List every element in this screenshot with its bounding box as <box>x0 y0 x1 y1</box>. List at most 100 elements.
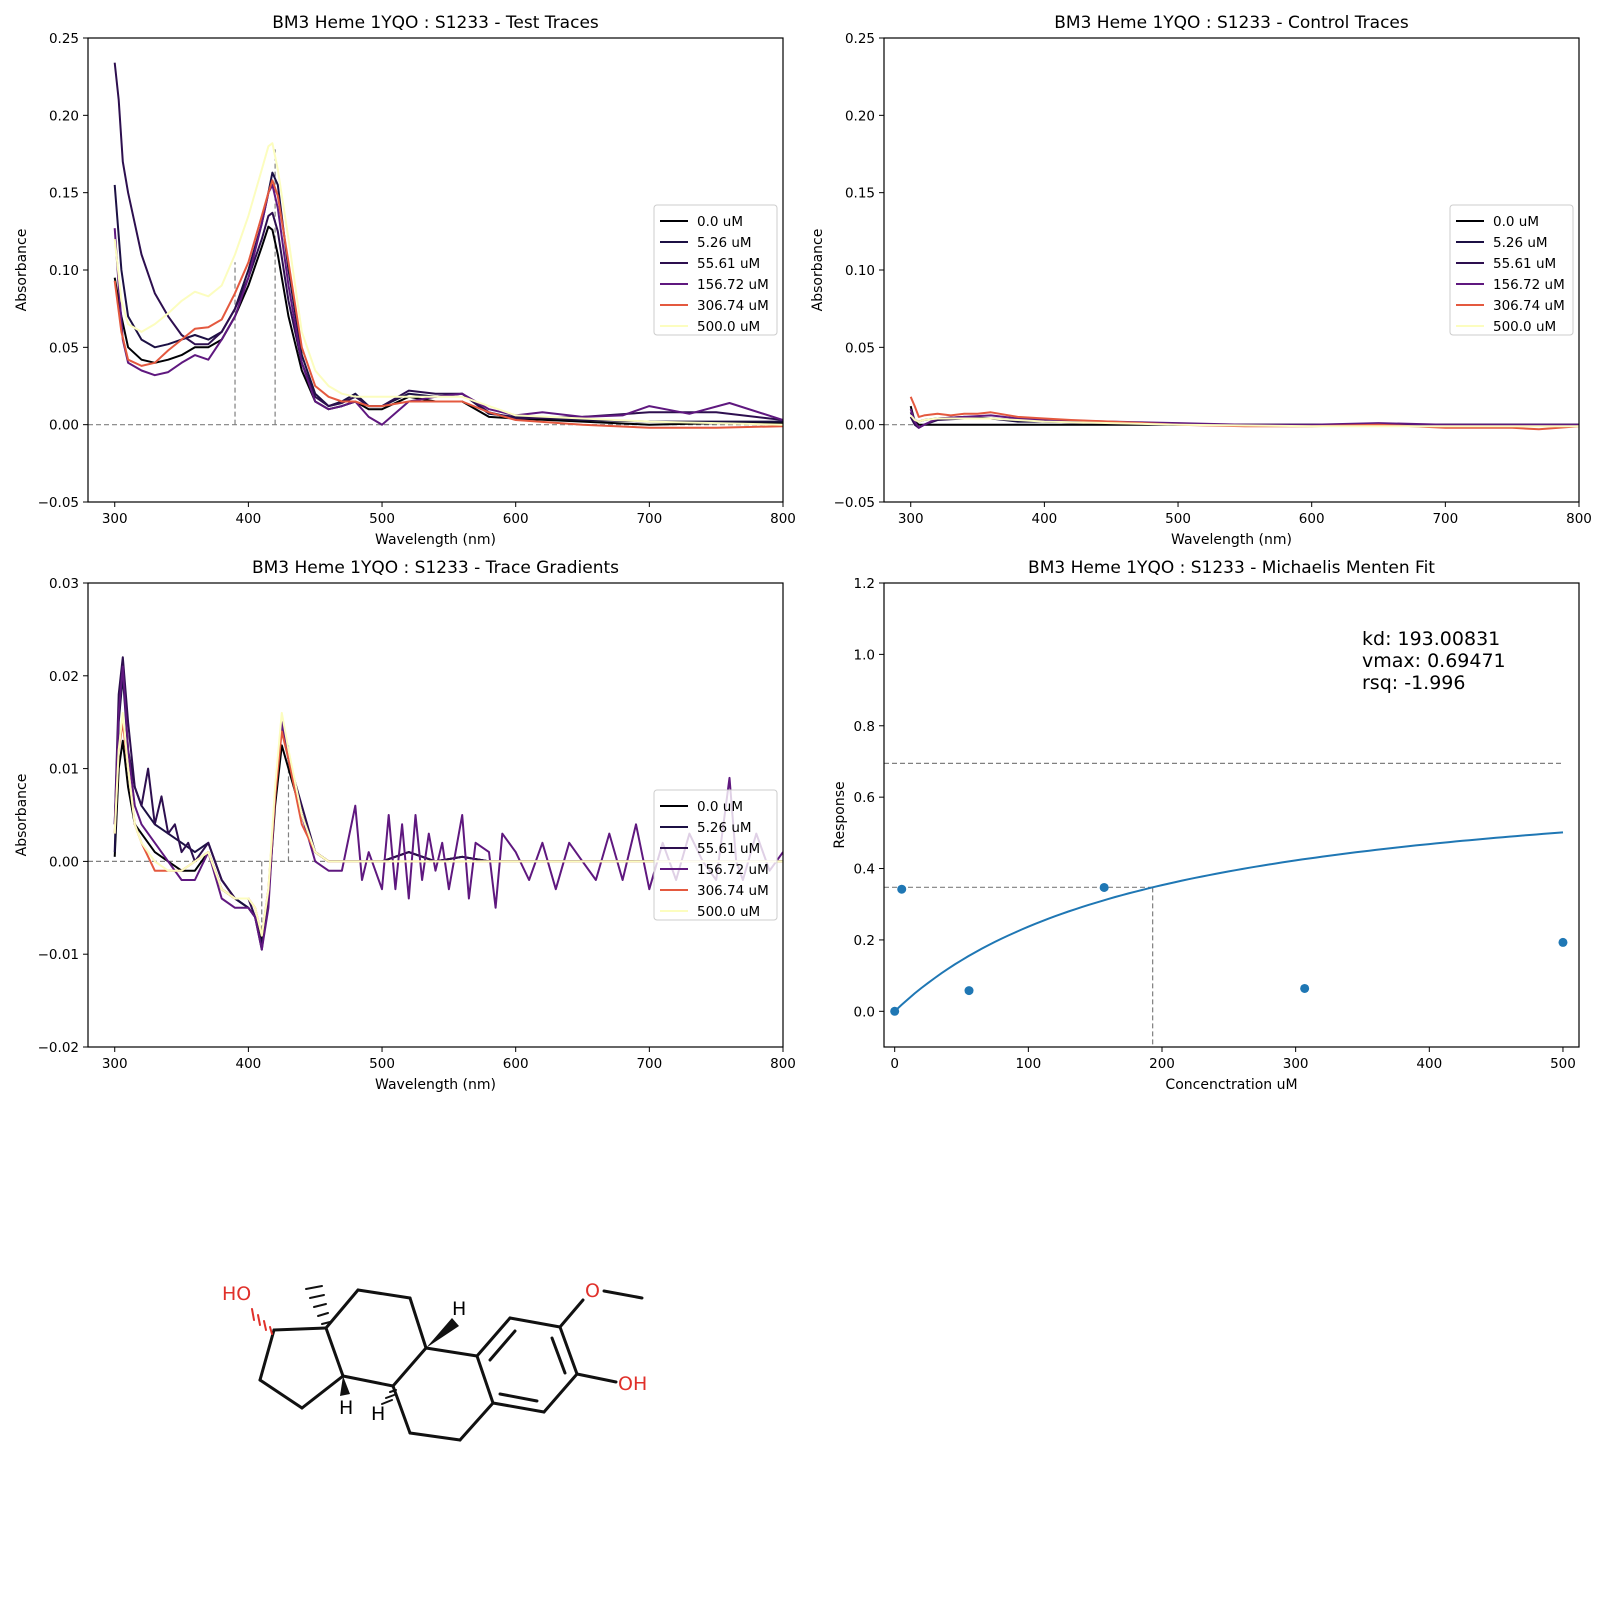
mm-data-point-2 <box>964 986 974 996</box>
gradients-title: BM3 Heme 1YQO : S1233 - Trace Gradients <box>252 558 619 578</box>
control-y-tick-label: −0.05 <box>834 495 875 511</box>
gradients-x-tick-label: 600 <box>503 1056 529 1072</box>
mm-y-tick-label: 0.6 <box>854 790 875 806</box>
control-y-tick-label: 0.15 <box>845 186 875 202</box>
control-legend: 0.0 uM 5.26 uM 55.61 uM 156.72 uM 306.74 uM 5… <box>1449 204 1574 336</box>
control-legend-box <box>1449 204 1574 336</box>
control-plot-area <box>884 396 1579 431</box>
h-label-c8: H <box>452 1298 466 1320</box>
mm-data-point-4 <box>1300 983 1310 993</box>
control-legend-label-2: 55.61 uM <box>1493 256 1556 272</box>
mm-y-tick-label: 0.4 <box>854 862 875 878</box>
trace-gradients-panel: BM3 Heme 1YQO : S1233 - Trace Gradients W… <box>14 558 796 1093</box>
test-series-line-4 <box>113 179 783 429</box>
gradients-legend: 0.0 uM 5.26 uM 55.61 uM 156.72 uM 306.74 uM 5… <box>653 789 778 921</box>
mm-vmax-annotation: vmax: 0.69471 <box>1362 650 1506 672</box>
test-x-axis-label: Wavelength (nm) <box>375 532 496 548</box>
test-x-tick-label: 400 <box>235 511 261 527</box>
gradients-x-tick-label: 800 <box>770 1056 796 1072</box>
gradients-x-tick-label: 700 <box>636 1056 662 1072</box>
control-y-tick-label: 0.00 <box>845 418 875 434</box>
gradients-x-tick-label: 300 <box>102 1056 128 1072</box>
gradients-legend-label-1: 5.26 uM <box>697 820 752 836</box>
control-x-axis-label: Wavelength (nm) <box>1171 532 1292 548</box>
mm-y-tick-label: 1.2 <box>854 576 875 592</box>
test-legend-label-2: 55.61 uM <box>697 256 760 272</box>
control-y-axis-label: Absorbance <box>810 229 826 312</box>
control-x-tick-label: 400 <box>1031 511 1057 527</box>
mm-x-axis-label: Concenctration uM <box>1165 1077 1297 1093</box>
control-legend-label-4: 306.74 uM <box>1493 298 1565 314</box>
test-y-tick-label: 0.20 <box>49 108 79 124</box>
gradients-axes-frame <box>87 582 784 1048</box>
oh-label: OH <box>618 1373 647 1395</box>
gradients-y-tick-label: 0.00 <box>49 854 79 870</box>
gradients-series-line-5 <box>113 711 783 937</box>
control-x-tick-label: 700 <box>1432 511 1458 527</box>
gradients-x-tick-label: 400 <box>235 1056 261 1072</box>
ho-label: HO <box>222 1283 251 1305</box>
control-traces-panel: BM3 Heme 1YQO : S1233 - Control Traces Wa… <box>810 13 1592 548</box>
molecule-wedges <box>340 1318 459 1396</box>
control-y-tick-label: 0.10 <box>845 263 875 279</box>
mm-x-tick-label: 400 <box>1416 1056 1442 1072</box>
test-y-tick-label: −0.05 <box>38 495 79 511</box>
mm-title: BM3 Heme 1YQO : S1233 - Michaelis Menten… <box>1028 558 1435 578</box>
mm-x-tick-label: 200 <box>1149 1056 1175 1072</box>
test-y-tick-label: 0.10 <box>49 263 79 279</box>
test-legend-label-1: 5.26 uM <box>697 235 752 251</box>
gradients-y-tick-label: −0.01 <box>38 947 79 963</box>
gradients-series-line-3 <box>113 665 783 951</box>
test-legend-label-4: 306.74 uM <box>697 298 769 314</box>
test-plot-area <box>88 62 783 429</box>
test-y-tick-label: 0.05 <box>49 340 79 356</box>
control-x-tick-label: 800 <box>1566 511 1592 527</box>
control-x-tick-label: 600 <box>1299 511 1325 527</box>
o-label: O <box>585 1280 600 1302</box>
gradients-legend-label-3: 156.72 uM <box>697 862 769 878</box>
michaelis-menten-panel: BM3 Heme 1YQO : S1233 - Michaelis Menten… <box>832 558 1580 1093</box>
test-axes-frame <box>87 37 784 503</box>
control-legend-label-1: 5.26 uM <box>1493 235 1548 251</box>
control-y-tick-label: 0.25 <box>845 31 875 47</box>
mm-y-tick-label: 1.0 <box>854 647 875 663</box>
test-series-line-5 <box>113 142 783 426</box>
mm-fit-curve <box>894 831 1564 1013</box>
test-series-line-0 <box>113 225 783 426</box>
mm-x-tick-label: 0 <box>890 1056 899 1072</box>
mm-y-tick-label: 0.8 <box>854 719 875 735</box>
test-x-tick-label: 800 <box>770 511 796 527</box>
test-x-tick-label: 700 <box>636 511 662 527</box>
mm-data-point-3 <box>1099 882 1109 892</box>
mm-data-point-0 <box>890 1006 900 1016</box>
molecule-labels: HO O OH H H H <box>222 1280 647 1425</box>
mm-y-tick-label: 0.0 <box>854 1004 875 1020</box>
mm-x-tick-label: 100 <box>1015 1056 1041 1072</box>
mm-axes-frame <box>883 582 1580 1048</box>
gradients-legend-label-5: 500.0 uM <box>697 904 760 920</box>
gradients-y-tick-label: 0.03 <box>49 576 79 592</box>
mm-rsq-annotation: rsq: -1.996 <box>1362 672 1465 694</box>
h-label-c9: H <box>371 1403 385 1425</box>
test-legend-label-0: 0.0 uM <box>697 214 743 230</box>
control-axes-frame <box>883 37 1580 503</box>
gradients-y-tick-label: 0.02 <box>49 669 79 685</box>
gradients-y-tick-label: 0.01 <box>49 762 79 778</box>
mm-x-tick-label: 500 <box>1550 1056 1576 1072</box>
test-legend: 0.0 uM 5.26 uM 55.61 uM 156.72 uM 306.74 uM 5… <box>653 204 778 336</box>
test-legend-box <box>653 204 778 336</box>
test-y-tick-label: 0.00 <box>49 418 79 434</box>
mm-plot-area <box>884 762 1568 1047</box>
test-y-tick-label: 0.25 <box>49 31 79 47</box>
gradients-legend-label-4: 306.74 uM <box>697 883 769 899</box>
control-title: BM3 Heme 1YQO : S1233 - Control Traces <box>1054 13 1409 33</box>
mm-kd-annotation: kd: 193.00831 <box>1362 628 1500 650</box>
test-title: BM3 Heme 1YQO : S1233 - Test Traces <box>272 13 599 33</box>
control-y-tick-label: 0.05 <box>845 340 875 356</box>
test-legend-label-5: 500.0 uM <box>697 319 760 335</box>
h-label-c14: H <box>339 1397 353 1419</box>
mm-data-point-1 <box>897 884 907 894</box>
gradients-x-tick-label: 500 <box>369 1056 395 1072</box>
test-y-tick-label: 0.15 <box>49 186 79 202</box>
